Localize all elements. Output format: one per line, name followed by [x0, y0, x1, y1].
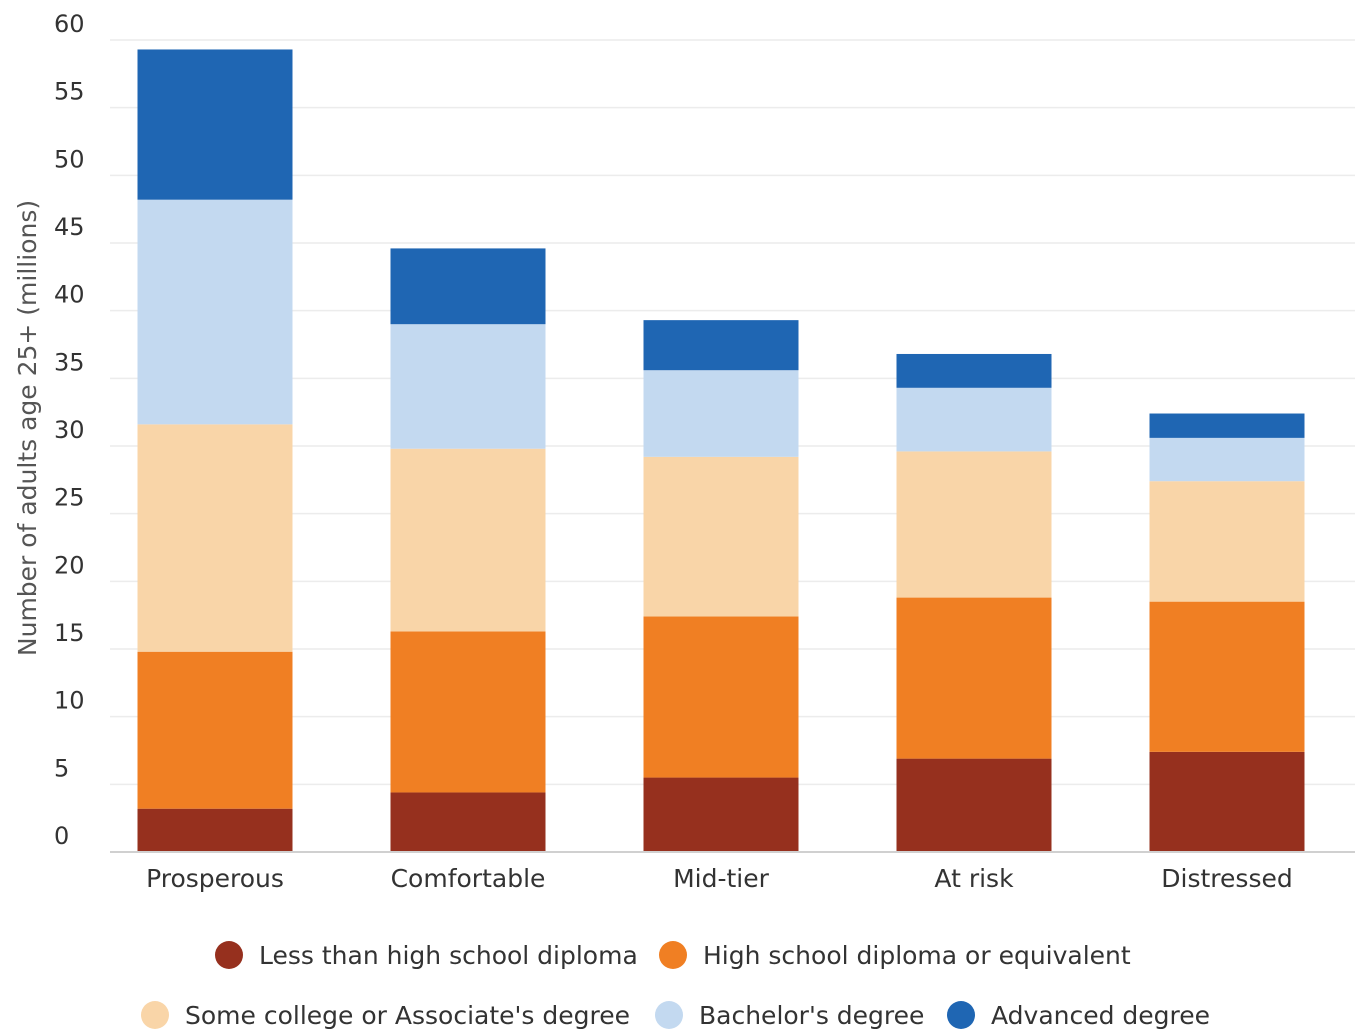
bar-segment — [643, 456, 799, 617]
y-tick-label: 10 — [54, 687, 85, 715]
bar-segment — [896, 451, 1052, 598]
y-axis-ticks: 0 5 10 15 20 25 30 35 40 45 50 55 60 — [54, 10, 85, 850]
bar-segment — [643, 320, 799, 371]
legend-marker — [215, 941, 243, 969]
x-category-label: At risk — [934, 864, 1014, 893]
y-tick-label: 40 — [54, 281, 85, 309]
legend-marker — [947, 1001, 975, 1029]
bar-segment — [896, 758, 1052, 852]
y-tick-label: 45 — [54, 213, 85, 241]
legend-label: Advanced degree — [991, 1001, 1210, 1030]
x-category-label: Comfortable — [391, 864, 546, 893]
y-tick-label: 30 — [54, 416, 85, 444]
legend-marker — [141, 1001, 169, 1029]
legend-label: High school diploma or equivalent — [703, 941, 1131, 970]
legend-label: Bachelor's degree — [699, 1001, 924, 1030]
bar-segment — [643, 777, 799, 852]
y-tick-label: 55 — [54, 78, 85, 106]
bar-segment — [643, 616, 799, 778]
y-tick-label: 5 — [54, 754, 69, 782]
bar-segment — [1149, 437, 1305, 482]
bar-segment — [390, 324, 546, 449]
bar-segment — [1149, 751, 1305, 852]
y-axis-title: Number of adults age 25+ (millions) — [13, 200, 42, 656]
bar-segment — [390, 792, 546, 852]
legend-label: Some college or Associate's degree — [185, 1001, 630, 1030]
x-category-label: Distressed — [1161, 864, 1292, 893]
x-axis-categories: Prosperous Comfortable Mid-tier At risk Dist… — [146, 864, 1293, 893]
bar-segment — [137, 808, 293, 852]
bar-segment — [896, 387, 1052, 452]
bar-segment — [390, 631, 546, 793]
bar-segment — [137, 651, 293, 809]
legend-marker — [655, 1001, 683, 1029]
bar-segment — [896, 597, 1052, 759]
bar-segment — [1149, 481, 1305, 602]
bar-segment — [643, 370, 799, 457]
bar-segment — [390, 448, 546, 632]
bar-segment — [390, 248, 546, 325]
y-tick-label: 15 — [54, 619, 85, 647]
x-category-label: Mid-tier — [673, 864, 770, 893]
bar-segment — [137, 199, 293, 425]
y-tick-label: 20 — [54, 551, 85, 579]
y-tick-label: 35 — [54, 348, 85, 376]
y-tick-label: 25 — [54, 484, 85, 512]
legend-marker — [659, 941, 687, 969]
y-tick-label: 60 — [54, 10, 85, 38]
x-category-label: Prosperous — [146, 864, 284, 893]
y-tick-label: 0 — [54, 822, 69, 850]
bar-segment — [137, 49, 293, 200]
bars — [137, 49, 1305, 852]
bar-segment — [1149, 601, 1305, 752]
bar-segment — [137, 424, 293, 652]
legend-label: Less than high school diploma — [259, 941, 638, 970]
bar-segment — [896, 353, 1052, 388]
legend: Less than high school diploma High school… — [141, 941, 1210, 1030]
bar-segment — [1149, 413, 1305, 438]
y-tick-label: 50 — [54, 145, 85, 173]
